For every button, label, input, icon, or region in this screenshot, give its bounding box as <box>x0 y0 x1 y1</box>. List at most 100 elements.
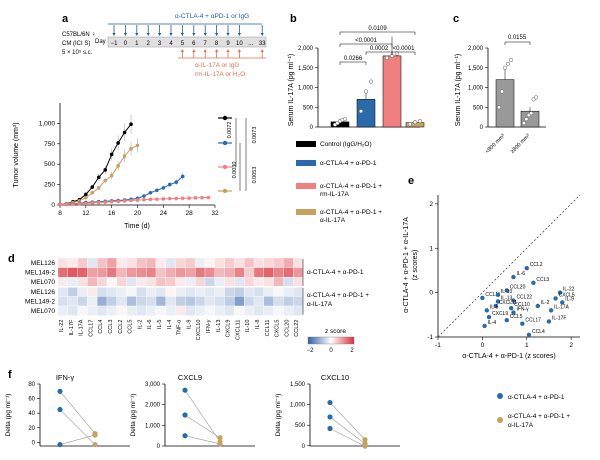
f-point-tan <box>92 441 98 448</box>
f-legend-marker-tan <box>497 417 503 423</box>
d-heatmap-cell <box>204 296 215 307</box>
b-bar-blue <box>356 99 376 128</box>
f-point-blue <box>182 433 188 439</box>
b-pvalue-text: 0.0002 <box>370 46 389 52</box>
arrow-head <box>169 33 173 36</box>
e-data-point <box>548 308 554 313</box>
a-data-point <box>148 197 153 202</box>
d-colorbar <box>307 336 355 345</box>
a-data-point <box>135 143 140 148</box>
e-data-point <box>493 303 498 309</box>
d-heatmap-cell <box>273 296 284 307</box>
day-tick-label: −1 <box>111 41 119 47</box>
d-heatmap-cell <box>77 296 88 307</box>
d-heatmap-cell <box>214 296 225 307</box>
f-point-tan <box>362 443 368 449</box>
d-colorbar-tick: 0 <box>329 348 333 354</box>
d-heatmap-cell <box>175 286 186 297</box>
d-heatmap-cell <box>155 305 166 316</box>
a-x-tick-label: 28 <box>186 210 194 217</box>
d-heatmap-cell <box>97 305 108 316</box>
d-heatmap-cell <box>244 267 255 278</box>
d-heatmap-cell <box>195 277 206 287</box>
d-heatmap-cell <box>273 305 284 316</box>
d-heatmap-cell <box>253 257 264 268</box>
d-heatmap-cell <box>87 257 98 268</box>
d-heatmap-cell <box>106 267 117 278</box>
d-heatmap-cell <box>185 277 196 287</box>
a-data-point <box>174 180 179 184</box>
f-y-tick-label: 1,000 <box>290 403 306 409</box>
d-row-label: MEL149-2 <box>25 270 55 277</box>
d-heatmap-cell <box>263 257 274 268</box>
a-pvalue-text: 0.0053 <box>252 167 258 184</box>
a-pvalue-text: 0.0073 <box>252 127 258 144</box>
e-data-point <box>495 292 501 298</box>
arrow-head <box>192 33 196 36</box>
d-heatmap-cell <box>175 305 186 316</box>
e-point-label: IL-2 <box>541 300 550 306</box>
f-pair-line <box>184 435 221 445</box>
d-heatmap-cell <box>165 286 176 297</box>
d-heatmap-cell <box>293 296 304 307</box>
e-x-tick-label: 1 <box>525 342 529 349</box>
d-heatmap-cell <box>136 267 147 278</box>
f-point-blue <box>57 406 63 413</box>
e-point-label: CXCL5 <box>559 292 575 298</box>
d-heatmap-cell <box>204 257 215 268</box>
c-category-label: <800 mm³ <box>485 133 507 155</box>
d-heatmap-cell <box>165 267 176 278</box>
a-data-point <box>161 197 166 201</box>
arrow-head <box>203 33 207 36</box>
a-data-point <box>142 194 146 198</box>
d-heatmap-cell <box>214 277 225 287</box>
day-tick-label: 7 <box>204 41 208 47</box>
a-data-point <box>103 168 108 172</box>
c-data-point <box>502 65 508 70</box>
d-heatmap-cell <box>106 277 117 287</box>
b-data-point <box>358 109 364 114</box>
e-point-label: CXCL11 <box>499 300 518 306</box>
d-row-label: MEL126 <box>31 260 56 267</box>
d-heatmap-cell <box>165 305 176 316</box>
b-y-axis-title: Serum IL-17A (pg ml⁻¹) <box>288 54 295 127</box>
e-data-point <box>511 310 516 315</box>
f-title-2: CXCL10 <box>321 373 349 382</box>
d-heatmap-cell <box>106 286 117 297</box>
e-point-label: CCL22 <box>516 295 532 301</box>
a-data-point <box>103 200 108 204</box>
legend-label: α-CTLA-4 + α-PD-1 + <box>320 183 382 190</box>
d-heatmap-cell <box>97 267 108 278</box>
d-heatmap-cell <box>165 257 176 268</box>
f-legend-label: α-CTLA-4 + α-PD-1 + <box>508 413 570 420</box>
e-point-label: IL-17F <box>552 315 566 321</box>
d-heatmap-cell <box>195 296 206 307</box>
c-y-tick-label: 1,000 <box>468 86 484 92</box>
e-point-label: CCL4 <box>532 329 545 335</box>
d-heatmap-cell <box>234 286 245 297</box>
d-heatmap-cell <box>136 257 147 268</box>
legend-swatch-blue <box>296 160 316 166</box>
d-heatmap-cell <box>263 277 274 287</box>
a-y-tick-label: 250 <box>44 182 55 189</box>
d-heatmap-cell <box>67 286 78 297</box>
d-heatmap-cell <box>273 277 284 287</box>
d-heatmap-cell <box>293 305 304 316</box>
d-heatmap-cell <box>116 267 127 278</box>
d-column-label: CCL22 <box>294 320 300 337</box>
f-point-tan <box>92 432 98 438</box>
d-column-label: IL-8 <box>255 320 261 329</box>
d-heatmap-cell <box>195 257 206 268</box>
e-y-tick-label: 1 <box>429 245 433 252</box>
d-heatmap-cell <box>185 305 196 316</box>
e-point-label: IL-17A <box>554 304 569 310</box>
d-heatmap-cell <box>67 267 78 278</box>
b-y-tick-label: 1,000 <box>298 86 314 92</box>
f-y-tick-label: 0 <box>157 444 161 450</box>
d-heatmap-cell <box>57 305 68 316</box>
d-column-label: IL-22 <box>59 320 65 333</box>
a-data-point <box>116 141 120 145</box>
e-identity-line <box>437 194 581 338</box>
e-point-label: IL-22 <box>563 287 575 293</box>
day-label: Day <box>95 39 106 45</box>
